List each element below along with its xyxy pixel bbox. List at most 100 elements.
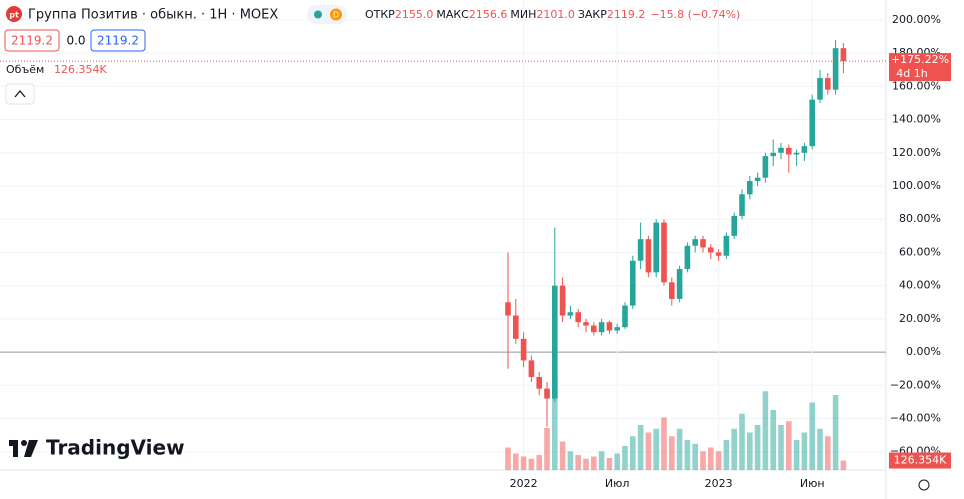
candle-body (700, 239, 706, 248)
candle-body (731, 215, 737, 236)
x-tick-label: 2022 (510, 477, 538, 490)
volume-bar (622, 446, 628, 470)
ticker-icon-text: pt (9, 11, 19, 20)
candle-body (692, 239, 698, 246)
ohlc-label: МИН (510, 8, 536, 21)
volume-bar (598, 451, 605, 470)
candle-body (622, 305, 628, 328)
last-price-tag (889, 53, 951, 82)
candle-body (637, 239, 644, 261)
volume-tag (889, 452, 951, 469)
volume-bar (637, 425, 644, 470)
ohlc-label: ЗАКР (578, 8, 607, 21)
volume-bar (661, 417, 667, 470)
volume-bar (708, 447, 714, 470)
collapse-button[interactable] (5, 83, 35, 105)
candle-body (567, 312, 574, 316)
candle-body (653, 222, 659, 273)
ohlc-value: 2119.2 (607, 8, 646, 21)
volume-tag-label: 126.354K (894, 454, 947, 467)
mode-icon-text: D (333, 11, 339, 20)
volume-bar (762, 391, 769, 470)
volume-bar (520, 456, 527, 470)
volume-bar (591, 456, 597, 470)
y-tick-label: 100.00% (892, 179, 941, 192)
volume-bar (825, 436, 831, 470)
brand-logo (21, 440, 27, 446)
volume-bar (739, 413, 745, 470)
ohlc-value: 2156.6 (469, 8, 508, 21)
y-tick-label: 120.00% (892, 146, 941, 159)
volume-bar (770, 410, 776, 470)
candle-body (825, 78, 831, 90)
status-dot (314, 10, 322, 19)
ohlc-label: МАКС (436, 8, 469, 21)
candle-body (840, 48, 847, 62)
volume-bar (840, 460, 847, 470)
candle-body (715, 252, 722, 256)
candle-body (528, 360, 535, 377)
settings-icon[interactable] (918, 479, 930, 491)
collapse-icon[interactable] (14, 89, 26, 98)
candle-body (684, 245, 691, 270)
candle-body (747, 181, 753, 195)
volume-bar (630, 436, 636, 470)
last-price-label: +175.22% (891, 53, 949, 66)
candle-body (559, 285, 566, 316)
candle-body (544, 388, 550, 399)
buy-price[interactable]: 2119.2 (97, 34, 139, 48)
volume-bar (793, 440, 800, 470)
x-tick-label: Июл (605, 477, 630, 490)
x-tick-label: 2023 (705, 477, 733, 490)
sell-price[interactable]: 2119.2 (11, 34, 53, 48)
candle-body (513, 315, 519, 339)
candle-body (809, 99, 815, 147)
volume-bar (700, 451, 706, 470)
y-tick-label: −40.00% (890, 412, 941, 425)
sell-button[interactable] (4, 29, 60, 52)
volume-bar (676, 428, 683, 470)
volume-bar (559, 441, 566, 470)
x-tick-label: Июн (800, 477, 825, 490)
volume-bar (583, 458, 589, 470)
ohlc-value: 2101.0 (536, 8, 575, 21)
candle-body (606, 322, 613, 331)
volume-bar (809, 402, 815, 470)
y-tick-label: 160.00% (892, 79, 941, 92)
candle-body (708, 247, 714, 253)
volume-bar (786, 421, 792, 470)
ohlc-value: 2155.0 (395, 8, 434, 21)
volume-bar (567, 451, 574, 470)
volume-bar (715, 451, 722, 470)
y-tick-label: 0.00% (906, 345, 941, 358)
y-tick-label: 20.00% (899, 312, 941, 325)
y-tick-label: 60.00% (899, 245, 941, 258)
volume-bar (684, 440, 691, 470)
y-tick-label: 200.00% (892, 13, 941, 26)
symbol-title[interactable]: Группа Позитив · обыкн. · 1Н · MOEX (28, 8, 278, 23)
volume-bar (528, 458, 535, 470)
y-tick-label: 140.00% (892, 113, 941, 126)
volume-bar (669, 436, 675, 470)
candle-body (520, 338, 527, 361)
candle-body (575, 312, 581, 323)
volume-bar (653, 428, 659, 470)
candle-body (723, 235, 730, 256)
volume-bar (505, 447, 511, 470)
candle-body (770, 152, 776, 157)
candle-body (762, 156, 769, 178)
volume-bar (817, 428, 823, 470)
candle-body (591, 325, 597, 333)
ohlc-change: −15.8 (−0.74%) (650, 8, 740, 21)
candle-body (801, 146, 808, 153)
buy-button[interactable] (90, 29, 146, 52)
candle-body (645, 239, 652, 273)
volume-title: Объём (6, 63, 44, 76)
volume-bar (645, 432, 652, 470)
ticker-icon (6, 6, 22, 22)
candle-body (786, 147, 792, 155)
y-tick-label: 40.00% (899, 279, 941, 292)
brand-name: TradingView (46, 436, 185, 460)
volume-bar (614, 453, 620, 470)
candle-body (505, 302, 511, 316)
